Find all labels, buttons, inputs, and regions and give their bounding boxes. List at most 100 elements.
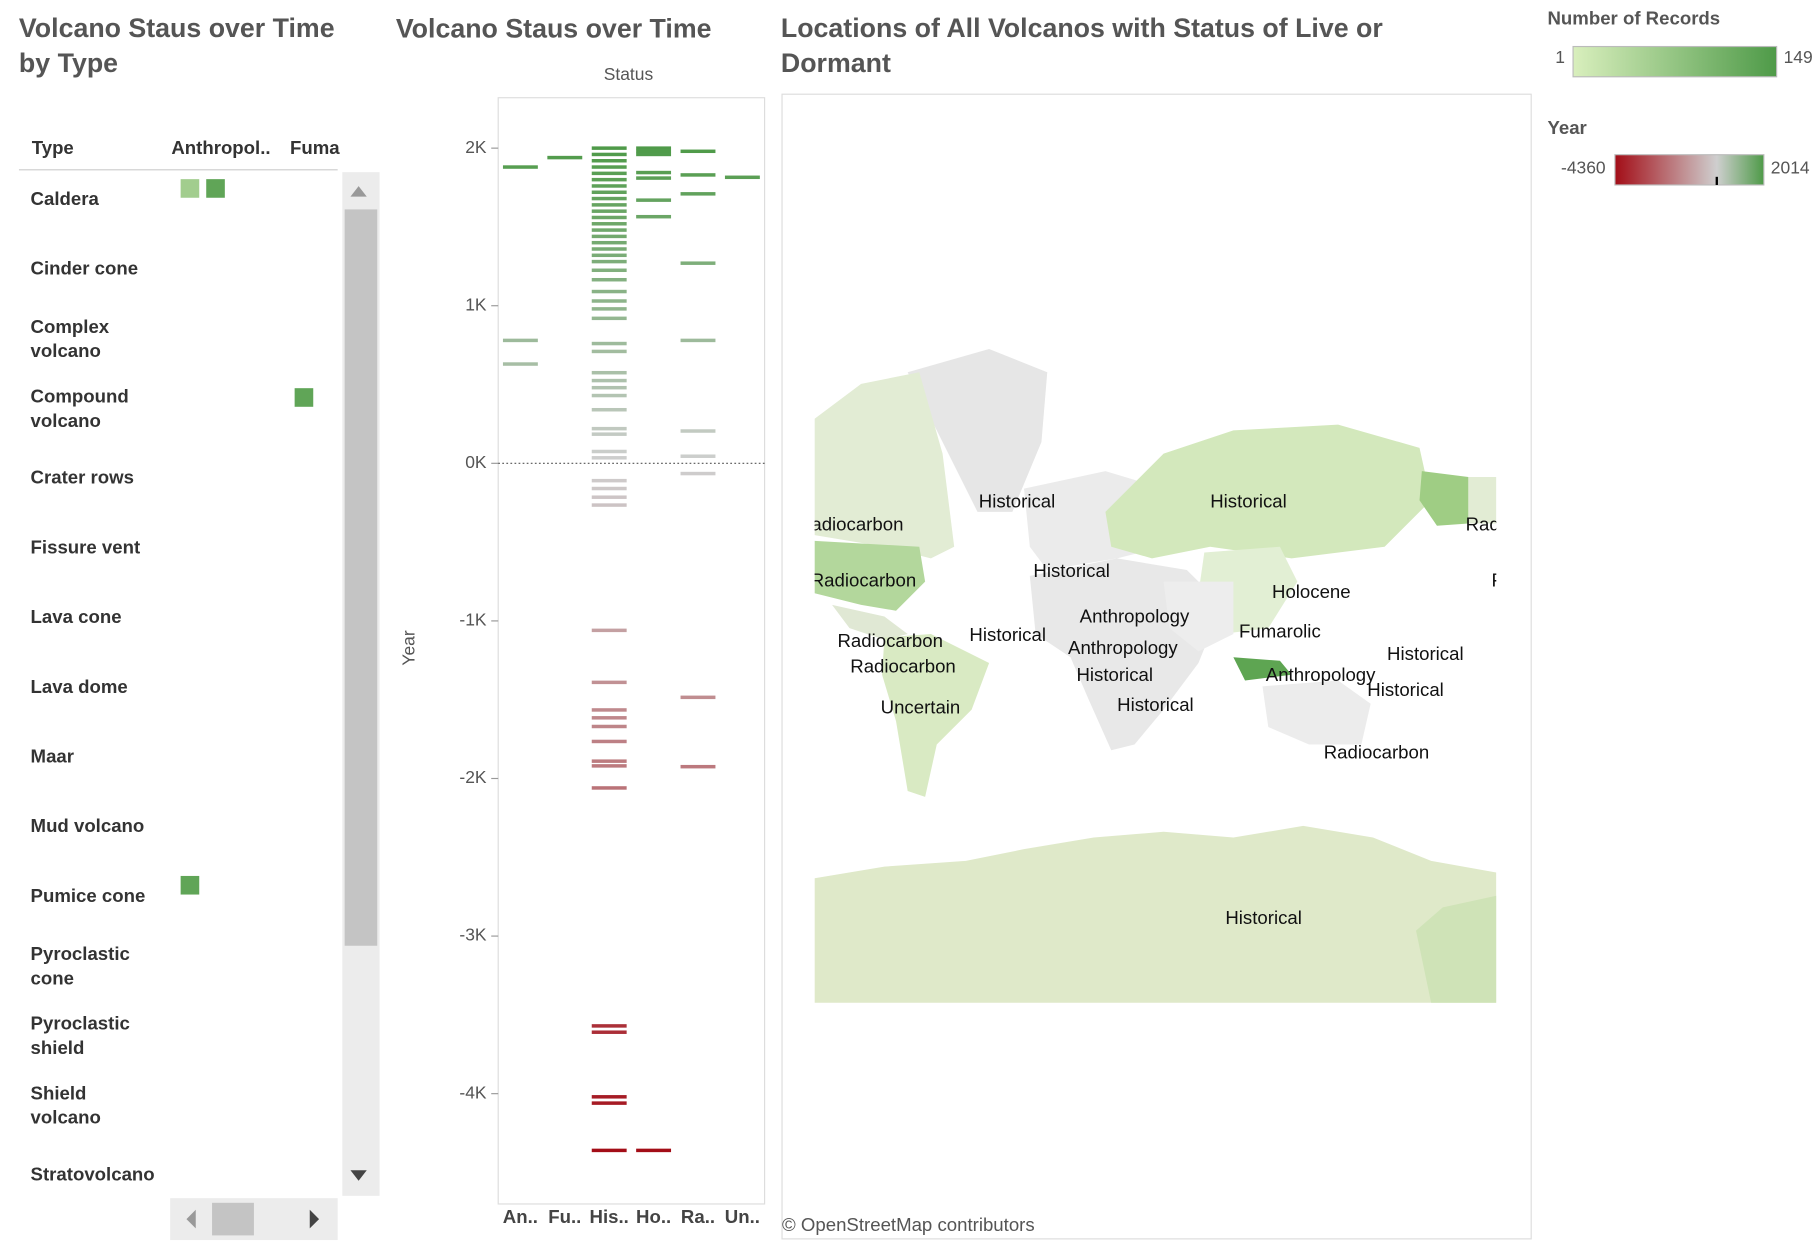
land bbox=[1468, 476, 1497, 524]
strip-mark bbox=[680, 471, 716, 476]
land bbox=[832, 604, 908, 640]
axis-title: Year bbox=[398, 630, 418, 665]
map-label: Fumarolic bbox=[1491, 570, 1573, 591]
y-tick-label: 0K bbox=[465, 452, 487, 472]
strip-mark bbox=[591, 426, 627, 431]
column-header: Type bbox=[32, 137, 74, 158]
strip-mark bbox=[591, 393, 627, 398]
strip-mark bbox=[680, 454, 716, 458]
strip-mark bbox=[591, 146, 627, 150]
heat-cell bbox=[294, 388, 314, 407]
column-header: Anthropol.. bbox=[171, 137, 270, 158]
scroll-right[interactable] bbox=[309, 1209, 320, 1229]
strip-mark bbox=[591, 203, 627, 207]
strip-mark bbox=[591, 449, 627, 454]
strip-mark bbox=[591, 196, 627, 201]
strip-mark bbox=[680, 192, 716, 196]
strip-mark bbox=[591, 503, 627, 507]
y-tick-label: -3K bbox=[459, 925, 487, 945]
strip-mark bbox=[680, 173, 716, 177]
strip-mark bbox=[591, 407, 627, 412]
map-label: Fumarolic bbox=[1239, 621, 1321, 642]
map-label: Anthropology bbox=[1080, 606, 1190, 627]
map-base bbox=[814, 348, 1497, 1003]
chart-title: Locations of All Volcanos with Status of… bbox=[781, 13, 1383, 78]
strip-mark bbox=[591, 209, 627, 213]
strip-mark bbox=[591, 716, 627, 720]
legend-max: 149 bbox=[1784, 47, 1813, 67]
row-label: Lava cone bbox=[31, 606, 122, 627]
strip-mark bbox=[591, 165, 627, 169]
map-label: Historical bbox=[1367, 679, 1444, 700]
x-tick-label: Un.. bbox=[725, 1206, 760, 1227]
y-tick-label: 2K bbox=[465, 137, 487, 157]
strip-mark bbox=[591, 708, 627, 712]
strip-mark bbox=[502, 165, 538, 169]
row-label: Stratovolcano bbox=[31, 1164, 155, 1185]
row-label: Maar bbox=[31, 745, 74, 766]
map-label: Uncertain bbox=[881, 696, 961, 717]
strip-mark bbox=[591, 177, 627, 182]
strip-mark bbox=[591, 277, 627, 282]
strip-mark bbox=[591, 247, 627, 251]
map-label: Historical bbox=[1225, 907, 1302, 928]
strip-mark bbox=[591, 1095, 627, 1099]
strip-mark bbox=[591, 378, 627, 383]
strip-mark bbox=[591, 307, 627, 311]
scroll-down[interactable] bbox=[350, 1170, 367, 1181]
heat-cell bbox=[206, 179, 225, 198]
h-scroll-thumb[interactable] bbox=[212, 1202, 254, 1236]
strip-mark bbox=[591, 299, 627, 303]
plot-frame bbox=[497, 97, 766, 1205]
strip-mark bbox=[680, 338, 716, 343]
row-label: Cinder cone bbox=[31, 258, 139, 279]
row-label: Lava dome bbox=[31, 676, 128, 697]
row-label: Crater rows bbox=[31, 467, 134, 488]
strip-mark bbox=[591, 316, 627, 321]
strip-mark bbox=[636, 170, 672, 175]
strip-mark bbox=[591, 268, 627, 273]
map-label: Radiocarbon bbox=[837, 630, 943, 651]
strip-mark bbox=[680, 695, 716, 700]
strip-mark bbox=[591, 240, 627, 245]
strip-mark bbox=[591, 234, 627, 239]
strip-mark bbox=[591, 253, 627, 258]
heat-cell bbox=[180, 179, 200, 198]
strip-mark bbox=[591, 190, 627, 195]
strip-mark bbox=[591, 486, 627, 491]
v-scroll-thumb[interactable] bbox=[344, 209, 378, 946]
map-labels: Radiocarbon Historical Historical Radiocarb… bbox=[798, 490, 1573, 928]
row-label: Fissure vent bbox=[31, 536, 141, 557]
strip-mark bbox=[591, 228, 627, 232]
scroll-up[interactable] bbox=[350, 186, 367, 197]
legend-min: -4360 bbox=[1561, 157, 1606, 177]
scroll-left[interactable] bbox=[186, 1209, 196, 1229]
legend-max: 2014 bbox=[1771, 157, 1810, 177]
strip-mark bbox=[591, 628, 627, 633]
row-label: Pyroclastic cone bbox=[31, 943, 130, 988]
land bbox=[882, 633, 990, 797]
land bbox=[814, 540, 926, 611]
x-tick-label: An.. bbox=[503, 1206, 538, 1227]
map-label: Historical bbox=[1210, 490, 1287, 511]
land bbox=[1262, 680, 1371, 745]
row-label: Compound volcano bbox=[31, 385, 129, 430]
land bbox=[1233, 657, 1292, 681]
row-label: Mud volcano bbox=[31, 815, 145, 836]
strip-mark bbox=[591, 222, 627, 226]
strip-mark bbox=[591, 370, 627, 375]
strip-mark bbox=[636, 152, 672, 157]
attribution: © OpenStreetMap contributors bbox=[782, 1214, 1035, 1235]
strip-mark bbox=[591, 786, 627, 790]
row-label: Pyroclastic shield bbox=[31, 1013, 130, 1058]
map-label: Historical bbox=[1076, 664, 1153, 685]
map-label: Radiocarbon bbox=[798, 514, 904, 535]
strip-mark bbox=[591, 764, 627, 768]
strip-mark bbox=[591, 259, 627, 264]
strip-mark bbox=[502, 362, 538, 366]
strip-mark bbox=[636, 214, 672, 219]
land bbox=[1416, 895, 1497, 1003]
strip-mark bbox=[636, 1148, 672, 1153]
x-tick-label: Ho.. bbox=[636, 1206, 671, 1227]
map-label: Historical bbox=[1117, 694, 1194, 715]
